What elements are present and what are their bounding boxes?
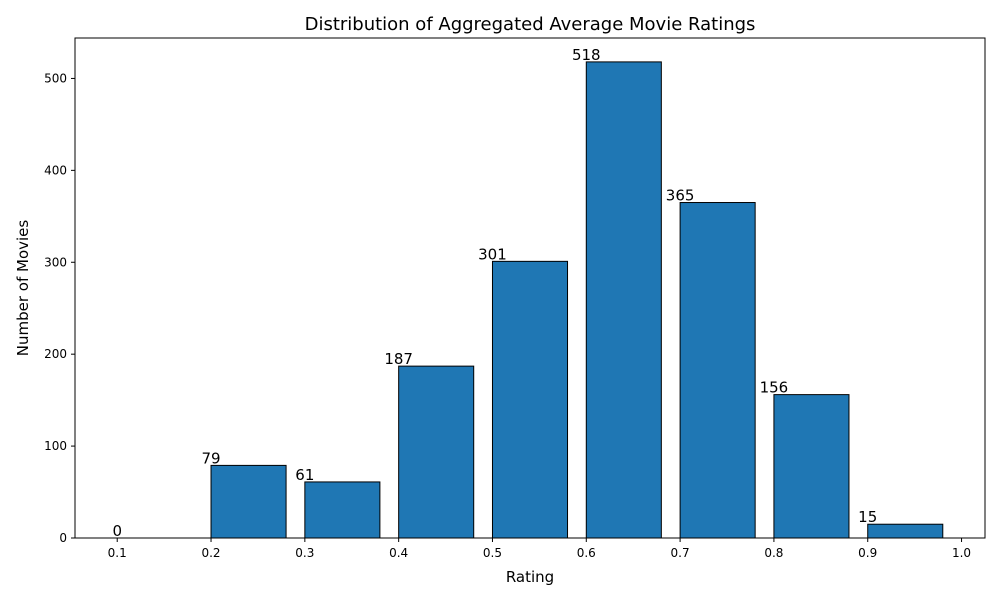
histogram-bar: [491, 260, 569, 539]
x-tick-label: 0.3: [295, 546, 314, 560]
bar-value-label: 0: [112, 522, 122, 540]
histogram-bar: [304, 481, 381, 539]
y-tick-label: 400: [44, 163, 67, 177]
bars-layer: [210, 61, 944, 539]
bar-value-label: 156: [760, 379, 789, 397]
ticks-layer: 0.1 0.2 0.3 0.4 0.5 0.6 0.7 0.8 0.9 1.0 0 100 200 300…: [44, 71, 971, 560]
x-tick-label: 0.9: [858, 546, 877, 560]
bar-value-label: 518: [572, 46, 601, 64]
x-tick-label: 0.1: [108, 546, 127, 560]
plot-frame: [74, 37, 986, 539]
bar-value-label: 301: [478, 245, 507, 263]
y-tick-label: 300: [44, 255, 67, 269]
x-tick-label: 0.6: [577, 546, 596, 560]
bar-value-label: 365: [666, 187, 695, 205]
x-tick-label: 1.0: [952, 546, 971, 560]
x-tick-label: 0.8: [764, 546, 783, 560]
x-tick-label: 0.4: [389, 546, 408, 560]
y-axis-label: Number of Movies: [14, 220, 32, 357]
bar-value-label: 79: [201, 449, 220, 467]
y-tick-label: 0: [59, 531, 67, 545]
x-tick-label: 0.2: [201, 546, 220, 560]
histogram-bar: [585, 61, 662, 539]
bar-value-label: 187: [384, 350, 413, 368]
data-labels-layer: 0 79 61 187 301 518 365 156 15: [112, 46, 877, 540]
bar-value-label: 61: [295, 466, 314, 484]
histogram-bar: [398, 365, 475, 539]
bar-value-label: 15: [858, 508, 877, 526]
histogram-bar: [679, 202, 756, 539]
x-tick-label: 0.5: [483, 546, 502, 560]
y-tick-label: 100: [44, 439, 67, 453]
histogram-bar: [867, 523, 944, 539]
histogram-bar: [210, 464, 287, 539]
histogram-bar: [773, 394, 850, 539]
x-axis-label: Rating: [506, 568, 554, 586]
chart-title: Distribution of Aggregated Average Movie…: [305, 14, 756, 35]
y-tick-label: 200: [44, 347, 67, 361]
y-tick-label: 500: [44, 71, 67, 85]
x-tick-label: 0.7: [671, 546, 690, 560]
